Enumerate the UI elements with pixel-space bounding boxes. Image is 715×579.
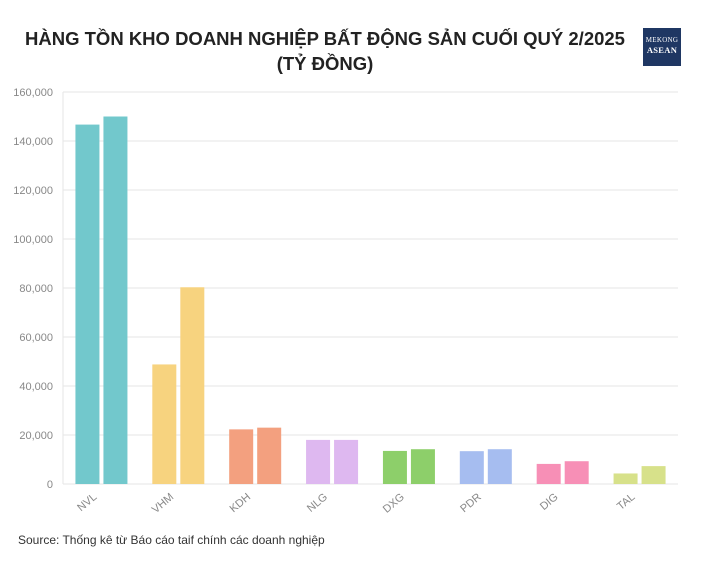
x-tick-label: DIG <box>538 491 561 513</box>
bar-dig-1 <box>536 463 561 484</box>
x-tick-label: KDH <box>228 491 254 515</box>
source-note: Source: Thống kê từ Báo cáo taif chính c… <box>18 533 325 547</box>
bar-pdr-1 <box>459 451 484 484</box>
y-tick-label: 20,000 <box>19 430 53 442</box>
bar-nlg-2 <box>334 439 359 484</box>
y-tick-label: 60,000 <box>19 332 53 344</box>
y-tick-label: 40,000 <box>19 381 53 393</box>
y-tick-label: 0 <box>47 479 53 491</box>
bar-tal-2 <box>641 466 666 484</box>
bar-nvl-2 <box>103 116 128 484</box>
y-tick-label: 100,000 <box>13 234 53 246</box>
bar-vhm-1 <box>152 364 177 484</box>
chart-title: HÀNG TỒN KHO DOANH NGHIỆP BẤT ĐỘNG SẢN C… <box>25 28 625 74</box>
bar-kdh-1 <box>229 429 254 484</box>
x-tick-label: VHM <box>150 491 176 516</box>
y-tick-label: 120,000 <box>13 185 53 197</box>
bar-kdh-2 <box>257 427 282 484</box>
x-tick-label: NLG <box>305 491 330 515</box>
y-tick-label: 160,000 <box>13 87 53 99</box>
bar-vhm-2 <box>180 287 205 484</box>
y-axis: 0 20,000 40,000 60,000 80,000 100,000 120,000 1… <box>13 87 53 491</box>
bar-dig-2 <box>564 461 589 484</box>
bar-tal-1 <box>613 473 638 484</box>
x-tick-label: TAL <box>615 491 638 513</box>
bar-nlg-1 <box>306 439 331 484</box>
mekong-asean-logo: MEKONG ASEAN <box>643 28 681 66</box>
logo-line-1: MEKONG <box>645 36 679 44</box>
bars <box>75 116 666 485</box>
bar-nvl-1 <box>75 124 100 485</box>
bar-dxg-2 <box>410 449 435 484</box>
y-tick-label: 140,000 <box>13 136 53 148</box>
bar-dxg-1 <box>382 450 407 484</box>
y-tick-label: 80,000 <box>19 283 53 295</box>
bar-pdr-2 <box>487 449 512 484</box>
x-axis: NVL VHM KDH NLG DXG PDR DIG TAL <box>75 491 637 516</box>
x-tick-label: NVL <box>75 491 99 514</box>
x-tick-label: DXG <box>381 491 407 516</box>
x-tick-label: PDR <box>458 491 484 515</box>
gridlines <box>62 91 678 485</box>
logo-line-2: ASEAN <box>646 45 678 55</box>
